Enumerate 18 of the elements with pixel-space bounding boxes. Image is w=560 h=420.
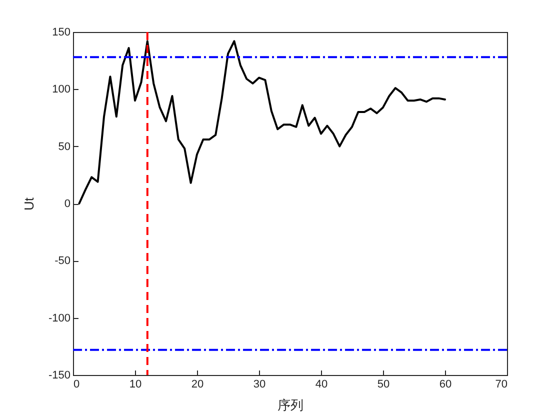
y-tick-label: -50 [54, 255, 70, 268]
y-tick-label: 100 [52, 84, 70, 96]
y-tick-label: 150 [52, 26, 70, 38]
y-axis-title: Ut [21, 197, 36, 210]
x-tick-label: 10 [129, 378, 142, 390]
x-tick-label: 0 [74, 378, 80, 390]
y-tick-label: 0 [64, 198, 70, 210]
y-tick-label: -100 [48, 312, 70, 324]
y-tick-label: 50 [58, 140, 70, 153]
x-tick-label: 50 [377, 378, 390, 390]
x-tick-label: 40 [315, 378, 328, 390]
x-tick-label: 70 [495, 378, 508, 390]
x-tick-label: 30 [253, 378, 266, 390]
x-tick-label: 20 [191, 378, 204, 390]
x-axis-title: 序列 [278, 398, 304, 412]
y-tick-label: -150 [48, 370, 70, 382]
line-series [78, 40, 446, 204]
x-tick-label: 60 [439, 378, 452, 390]
